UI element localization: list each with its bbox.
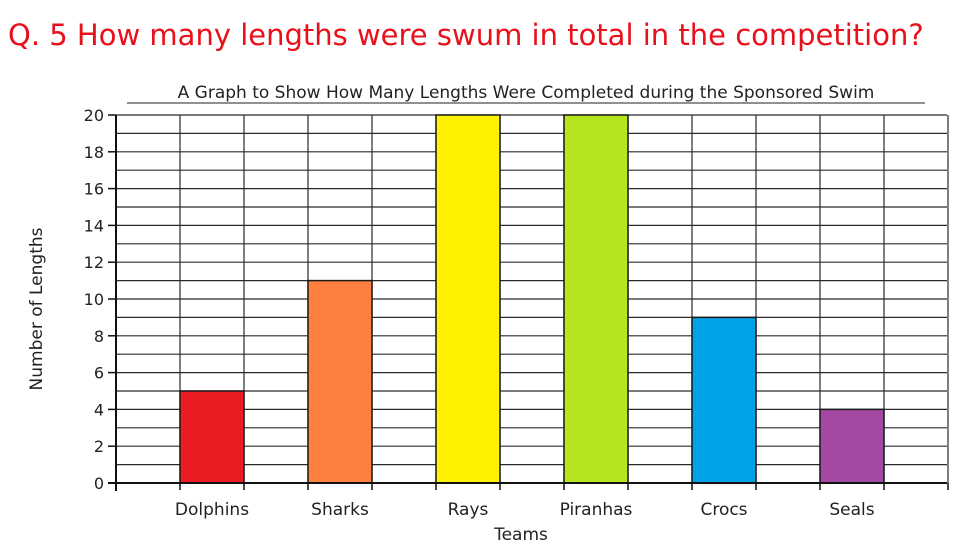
x-tick-label: Sharks bbox=[311, 500, 369, 520]
question-text: Q. 5 How many lengths were swum in total… bbox=[8, 18, 924, 52]
y-tick-label: 20 bbox=[84, 106, 104, 125]
bar-seals bbox=[819, 408, 885, 484]
bar-crocs bbox=[691, 316, 757, 484]
x-tick-label: Rays bbox=[448, 500, 489, 520]
y-tick-label: 16 bbox=[84, 180, 104, 199]
y-axis-ticks: 0 2 4 6 8 10 12 14 16 18 20 bbox=[84, 106, 116, 493]
x-axis-ticks: Dolphins Sharks Rays Piranhas Crocs Seals bbox=[115, 483, 949, 520]
x-tick-label: Piranhas bbox=[560, 500, 633, 520]
bar-dolphins bbox=[179, 390, 245, 484]
y-tick-label: 6 bbox=[94, 364, 104, 383]
chart-bars bbox=[179, 114, 885, 484]
y-tick-label: 2 bbox=[94, 437, 104, 456]
bar-sharks bbox=[307, 279, 373, 484]
y-axis-label: Number of Lengths bbox=[27, 227, 47, 390]
y-tick-label: 0 bbox=[94, 474, 104, 493]
bar-rays bbox=[435, 114, 501, 484]
x-axis-label: Teams bbox=[493, 525, 548, 545]
chart-title: A Graph to Show How Many Lengths Were Co… bbox=[178, 83, 875, 103]
chart-axes bbox=[108, 115, 947, 491]
x-tick-label: Dolphins bbox=[175, 500, 249, 520]
y-tick-label: 4 bbox=[94, 400, 104, 419]
y-tick-label: 12 bbox=[84, 253, 104, 272]
y-tick-label: 18 bbox=[84, 143, 104, 162]
y-tick-label: 10 bbox=[84, 290, 104, 309]
x-tick-label: Seals bbox=[829, 500, 874, 520]
bar-piranhas bbox=[563, 114, 629, 484]
y-tick-label: 8 bbox=[94, 327, 104, 346]
x-tick-label: Crocs bbox=[700, 500, 747, 520]
y-tick-label: 14 bbox=[84, 216, 104, 235]
